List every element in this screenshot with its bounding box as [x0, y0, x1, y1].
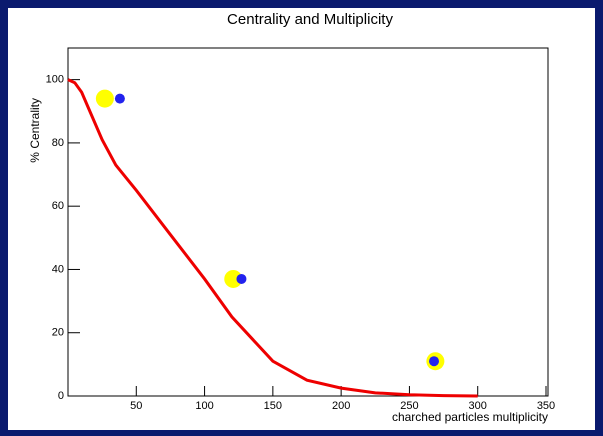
y-axis-label: % Centrality	[28, 98, 42, 163]
x-tick-label: 250	[400, 400, 418, 412]
marker	[429, 356, 440, 367]
curve	[67, 78, 478, 398]
y-tick-label: 40	[52, 263, 64, 275]
x-tick-label: 50	[130, 400, 142, 412]
marker	[95, 89, 114, 108]
plot-frame	[67, 47, 549, 397]
x-tick-label: 200	[332, 400, 350, 412]
y-tick-label: 80	[52, 137, 64, 149]
y-tick-label: 100	[46, 74, 64, 86]
x-tick-label: 100	[195, 400, 213, 412]
y-tick-label: 0	[58, 390, 64, 402]
marker	[236, 273, 247, 284]
chart-title: Centrality and Multiplicity	[227, 11, 393, 28]
y-tick-label: 20	[52, 327, 64, 339]
canvas	[8, 8, 595, 430]
marker	[114, 93, 125, 104]
x-tick-label: 350	[537, 400, 555, 412]
marker	[224, 269, 243, 288]
y-tick-label: 60	[52, 200, 64, 212]
x-tick-label: 150	[264, 400, 282, 412]
x-tick-label: 300	[469, 400, 487, 412]
x-axis-label: charched particles multiplicity	[392, 410, 548, 424]
